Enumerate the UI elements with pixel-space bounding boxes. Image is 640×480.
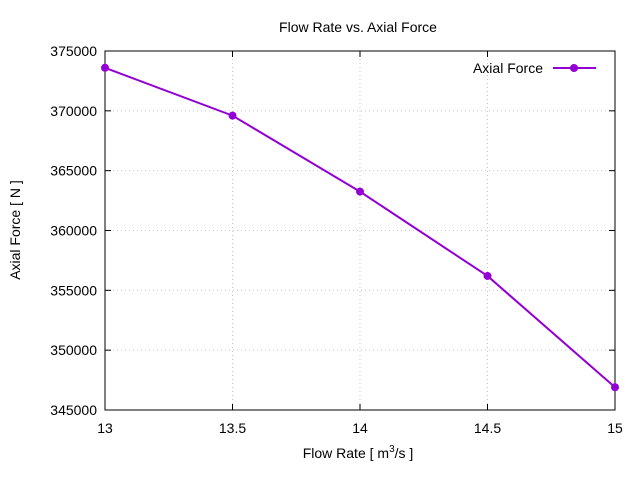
y-tick-label: 350000 <box>50 342 97 358</box>
x-tick-label: 13.5 <box>219 420 246 436</box>
chart-title: Flow Rate vs. Axial Force <box>279 19 437 35</box>
legend-label: Axial Force <box>473 60 543 76</box>
x-tick-label: 14.5 <box>474 420 501 436</box>
x-axis-label-sup: 3 <box>389 444 395 455</box>
y-tick-label: 355000 <box>50 282 97 298</box>
data-point <box>483 271 492 280</box>
y-tick-label: 375000 <box>50 43 97 59</box>
x-tick-label: 15 <box>607 420 623 436</box>
x-tick-label: 14 <box>352 420 368 436</box>
data-point <box>611 383 619 392</box>
x-axis-label-suffix: /s ] <box>395 445 414 461</box>
data-point <box>228 111 237 120</box>
x-tick-label: 13 <box>97 420 113 436</box>
y-tick-label: 370000 <box>50 103 97 119</box>
x-axis-label-main: Flow Rate [ m <box>303 445 389 461</box>
y-tick-label: 345000 <box>50 402 97 418</box>
data-point <box>356 187 364 196</box>
y-tick-label: 360000 <box>50 223 97 239</box>
x-axis-label: Flow Rate [ m3/s ] <box>303 444 414 461</box>
y-tick-label: 365000 <box>50 163 97 179</box>
series <box>101 63 619 392</box>
plot-border <box>104 50 616 411</box>
y-axis-label: Axial Force [ N ] <box>7 180 23 280</box>
grid <box>105 51 615 410</box>
ticks: 13 13.5 14 14.5 15 345000 350000 355000 360000 36… <box>50 43 623 436</box>
legend: Axial Force <box>473 60 596 76</box>
data-point <box>101 63 109 72</box>
legend-marker <box>570 64 578 72</box>
